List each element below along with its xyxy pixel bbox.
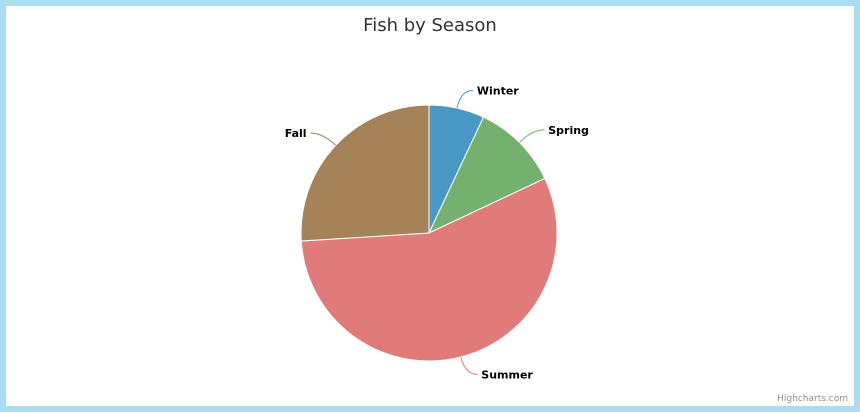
connector-spring	[519, 129, 545, 143]
slice-summer[interactable]	[300, 177, 558, 362]
connector-summer	[460, 356, 478, 375]
connector-fall	[310, 132, 337, 146]
credits-link[interactable]: Highcharts.com	[777, 394, 848, 404]
data-label-winter: Winter	[477, 85, 519, 98]
data-label-fall: Fall	[285, 127, 307, 140]
data-labels: Winter Spring Summer Fall	[285, 85, 589, 382]
chart-title: Fish by Season	[363, 15, 497, 36]
pie-chart: Fish by Season Winter Spring Summer Fall Hi…	[285, 15, 848, 404]
connector-winter	[456, 90, 473, 109]
chart-container: Fish by Season Winter Spring Summer Fall Hi…	[6, 6, 854, 406]
data-label-summer: Summer	[481, 368, 533, 381]
data-label-connectors	[310, 90, 545, 375]
pie-slices	[300, 104, 558, 362]
data-label-spring: Spring	[548, 124, 589, 137]
slice-fall[interactable]	[300, 104, 430, 242]
